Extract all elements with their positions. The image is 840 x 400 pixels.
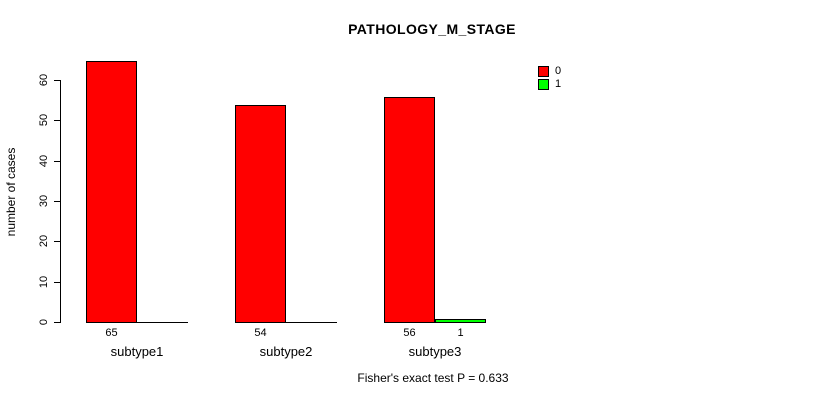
legend-item-0: 0: [538, 66, 561, 77]
y-axis-tick: [54, 161, 60, 162]
bar-count-label: 54: [254, 327, 267, 339]
zero-bar-subtype2-series-1: [286, 322, 337, 323]
fisher-test-annotation: Fisher's exact test P = 0.633: [357, 371, 509, 385]
y-axis-tick: [54, 322, 60, 323]
y-axis-line: [60, 80, 61, 323]
bar-count-label: 65: [105, 327, 118, 339]
bar-subtype2-series-0: [235, 105, 286, 323]
legend-item-label: 1: [555, 78, 562, 90]
legend-item-1: 1: [538, 79, 561, 90]
legend-swatch-icon: [538, 66, 549, 77]
y-axis-tick: [54, 80, 60, 81]
y-axis-tick-label: 30: [38, 194, 50, 208]
bar-count-label: 56: [403, 327, 416, 339]
bar-subtype3-series-0: [384, 97, 435, 323]
y-axis-tick: [54, 120, 60, 121]
category-label-subtype2: subtype2: [259, 344, 313, 359]
y-axis-tick: [54, 282, 60, 283]
bar-subtype1-series-0: [86, 61, 137, 323]
zero-bar-subtype1-series-1: [137, 322, 188, 323]
chart-title: PATHOLOGY_M_STAGE: [348, 21, 516, 37]
legend-swatch-icon: [538, 79, 549, 90]
y-axis-tick-label: 10: [38, 275, 50, 289]
y-axis-tick-label: 20: [38, 234, 50, 248]
y-axis-label: number of cases: [4, 147, 18, 237]
category-label-subtype3: subtype3: [408, 344, 462, 359]
y-axis-tick: [54, 241, 60, 242]
y-axis-tick: [54, 201, 60, 202]
category-label-subtype1: subtype1: [110, 344, 164, 359]
bar-subtype3-series-1: [435, 319, 486, 323]
y-axis-tick-label: 0: [38, 318, 50, 326]
y-axis-tick-label: 50: [38, 113, 50, 127]
legend-item-label: 0: [555, 65, 562, 77]
bar-count-label: 1: [457, 327, 464, 339]
y-axis-tick-label: 60: [38, 73, 50, 87]
y-axis-tick-label: 40: [38, 154, 50, 168]
